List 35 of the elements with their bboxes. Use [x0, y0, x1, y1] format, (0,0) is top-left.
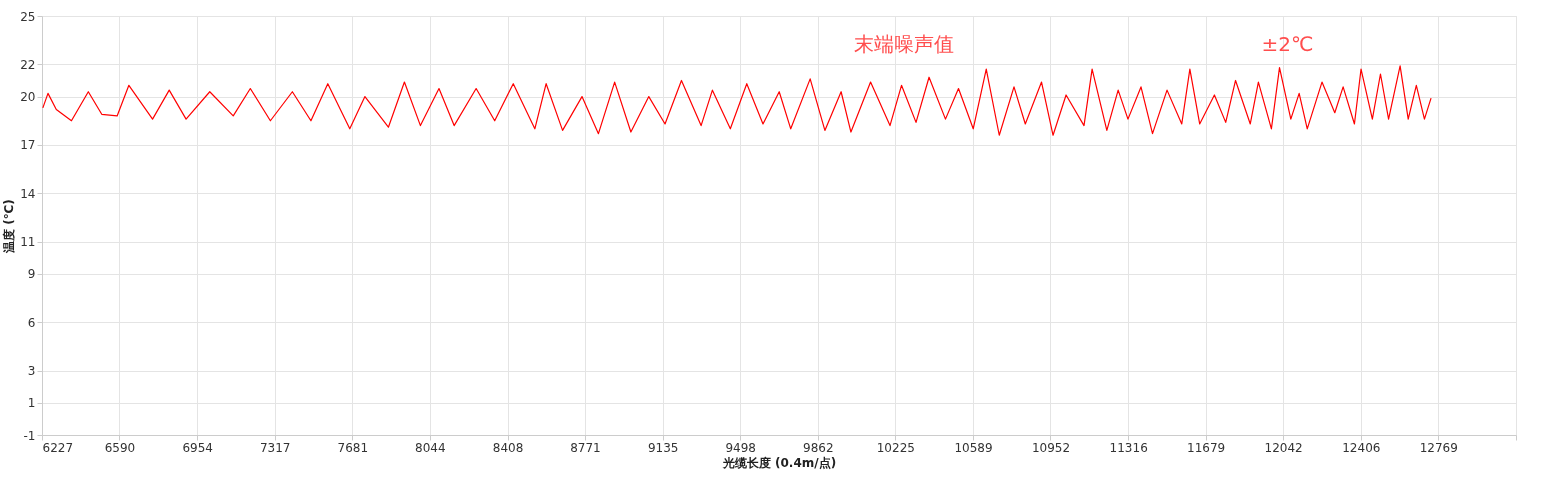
y-tick-label: 9	[27, 267, 36, 282]
x-tick-label: 10952	[1031, 440, 1071, 455]
y-tick-label: 6	[27, 315, 36, 330]
x-tick-label: 11679	[1187, 440, 1226, 455]
y-tick-label: 1	[27, 396, 36, 411]
line-series	[42, 65, 1432, 136]
y-tick-label: 11	[20, 235, 36, 250]
x-tick-label: 6227	[42, 440, 74, 455]
x-tick-label: 8044	[415, 440, 446, 455]
x-tick-label: 6954	[182, 440, 213, 455]
x-tick-label: 8408	[492, 440, 524, 455]
x-tick-label: 10225	[876, 440, 915, 455]
x-tick-label: 8771	[570, 440, 601, 455]
y-tick-label: 17	[20, 138, 36, 153]
y-tick-label: 3	[27, 364, 36, 379]
x-tick-label: 6590	[104, 440, 136, 455]
y-tick-label: 22	[20, 57, 36, 72]
x-tick-label: 7317	[259, 440, 291, 455]
y-tick-label: -1	[23, 428, 36, 443]
x-tick-label: 9498	[725, 440, 756, 455]
y-tick-label: 14	[20, 186, 36, 201]
annotation: 末端噪声值	[854, 32, 955, 57]
x-tick-label: 12769	[1419, 440, 1458, 455]
y-tick-label: 20	[20, 90, 36, 105]
x-tick-label: 12406	[1342, 440, 1381, 455]
y-axis-title: 温度 (℃)	[2, 199, 17, 254]
x-tick-label: 12042	[1264, 440, 1303, 455]
x-tick-label: 9862	[803, 440, 834, 455]
x-tick-label: 11316	[1109, 440, 1148, 455]
x-tick-label: 7681	[337, 440, 369, 455]
x-tick-label: 10589	[954, 440, 993, 455]
y-tick-label: 25	[20, 9, 36, 24]
x-axis-title: 光缆长度 (0.4m/点)	[721, 455, 837, 470]
x-tick-label: 9135	[647, 440, 679, 455]
annotation: ±2℃	[1261, 32, 1314, 57]
